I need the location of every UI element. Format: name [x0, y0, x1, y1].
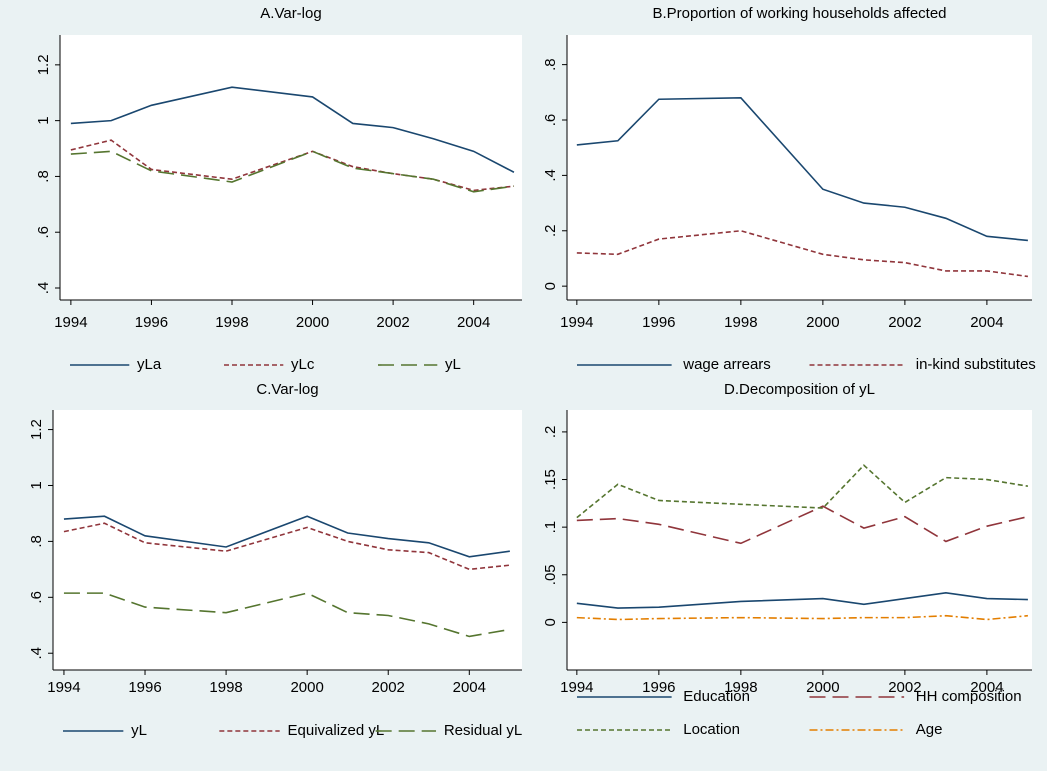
y-tick-label: .6: [28, 591, 45, 604]
y-tick-label: 1: [28, 481, 45, 489]
x-tick-label: 2002: [372, 679, 405, 696]
legend-label: in-kind substitutes: [916, 356, 1036, 373]
y-tick-label: .6: [542, 114, 559, 127]
y-tick-label: .1: [542, 521, 559, 534]
legend-label: Location: [683, 721, 740, 738]
series-line: [576, 229, 1029, 278]
legend-label: yL: [445, 356, 461, 373]
x-tick-label: 1996: [128, 679, 161, 696]
legend-label: Residual yL: [444, 722, 522, 739]
y-tick-label: .2: [542, 426, 559, 439]
legend-label: yLc: [291, 356, 315, 373]
y-tick-label: .4: [542, 169, 559, 182]
series-line: [70, 86, 515, 173]
y-tick-label: .4: [35, 282, 52, 295]
x-tick-label: 1998: [724, 679, 757, 696]
x-tick-label: 1994: [560, 314, 593, 331]
series-line: [576, 464, 1029, 519]
y-tick-label: .6: [35, 226, 52, 239]
legend-label: wage arrears: [682, 356, 771, 373]
x-tick-label: 1998: [724, 314, 757, 331]
chart-title: C.Var-log: [256, 381, 318, 398]
y-tick-label: 0: [542, 282, 559, 290]
series-line: [576, 505, 1029, 545]
x-tick-label: 1994: [560, 679, 593, 696]
chart-title: A.Var-log: [260, 5, 321, 22]
legend-label: yL: [131, 722, 147, 739]
y-tick-label: .2: [542, 225, 559, 238]
x-tick-label: 1998: [215, 314, 248, 331]
x-tick-label: 2004: [970, 679, 1003, 696]
series-line: [576, 592, 1028, 609]
legend-label: Age: [916, 721, 943, 738]
x-tick-label: 2002: [888, 314, 921, 331]
series-line: [63, 515, 510, 558]
x-tick-label: 1996: [135, 314, 168, 331]
y-tick-label: 1.2: [35, 54, 52, 75]
y-tick-label: 0: [542, 618, 559, 626]
series-line: [70, 150, 515, 193]
y-tick-label: .05: [542, 564, 559, 585]
x-tick-label: 1996: [642, 314, 675, 331]
plot-area: [53, 410, 522, 670]
plot-area: [60, 35, 522, 300]
x-tick-label: 1994: [54, 314, 87, 331]
x-tick-label: 2004: [457, 314, 490, 331]
plot-area: [567, 35, 1032, 300]
series-line: [63, 592, 510, 638]
x-tick-label: 1994: [47, 679, 80, 696]
y-tick-label: .15: [542, 469, 559, 490]
x-tick-label: 2002: [888, 679, 921, 696]
y-tick-label: .4: [28, 647, 45, 660]
x-tick-label: 2000: [806, 679, 839, 696]
legend-label: Education: [683, 688, 750, 705]
y-tick-label: .8: [28, 535, 45, 548]
plot-area: [567, 410, 1032, 670]
legend-label: HH composition: [916, 688, 1022, 705]
x-tick-label: 2004: [970, 314, 1003, 331]
x-tick-label: 2002: [376, 314, 409, 331]
x-tick-label: 2004: [453, 679, 486, 696]
legend-label: yLa: [137, 356, 162, 373]
series-line: [63, 522, 510, 571]
x-tick-label: 2000: [806, 314, 839, 331]
legend-label: Equivalized yL: [288, 722, 385, 739]
x-tick-label: 1998: [209, 679, 242, 696]
y-tick-label: .8: [542, 58, 559, 71]
x-tick-label: 2000: [296, 314, 329, 331]
chart-title: D.Decomposition of yL: [724, 381, 875, 398]
y-tick-label: .8: [35, 170, 52, 183]
y-tick-label: 1: [35, 116, 52, 124]
series-line: [576, 97, 1028, 242]
x-tick-label: 1996: [642, 679, 675, 696]
y-tick-label: 1.2: [28, 419, 45, 440]
x-tick-label: 2000: [290, 679, 323, 696]
series-line: [576, 614, 1028, 621]
chart-title: B.Proportion of working households affec…: [652, 5, 946, 22]
